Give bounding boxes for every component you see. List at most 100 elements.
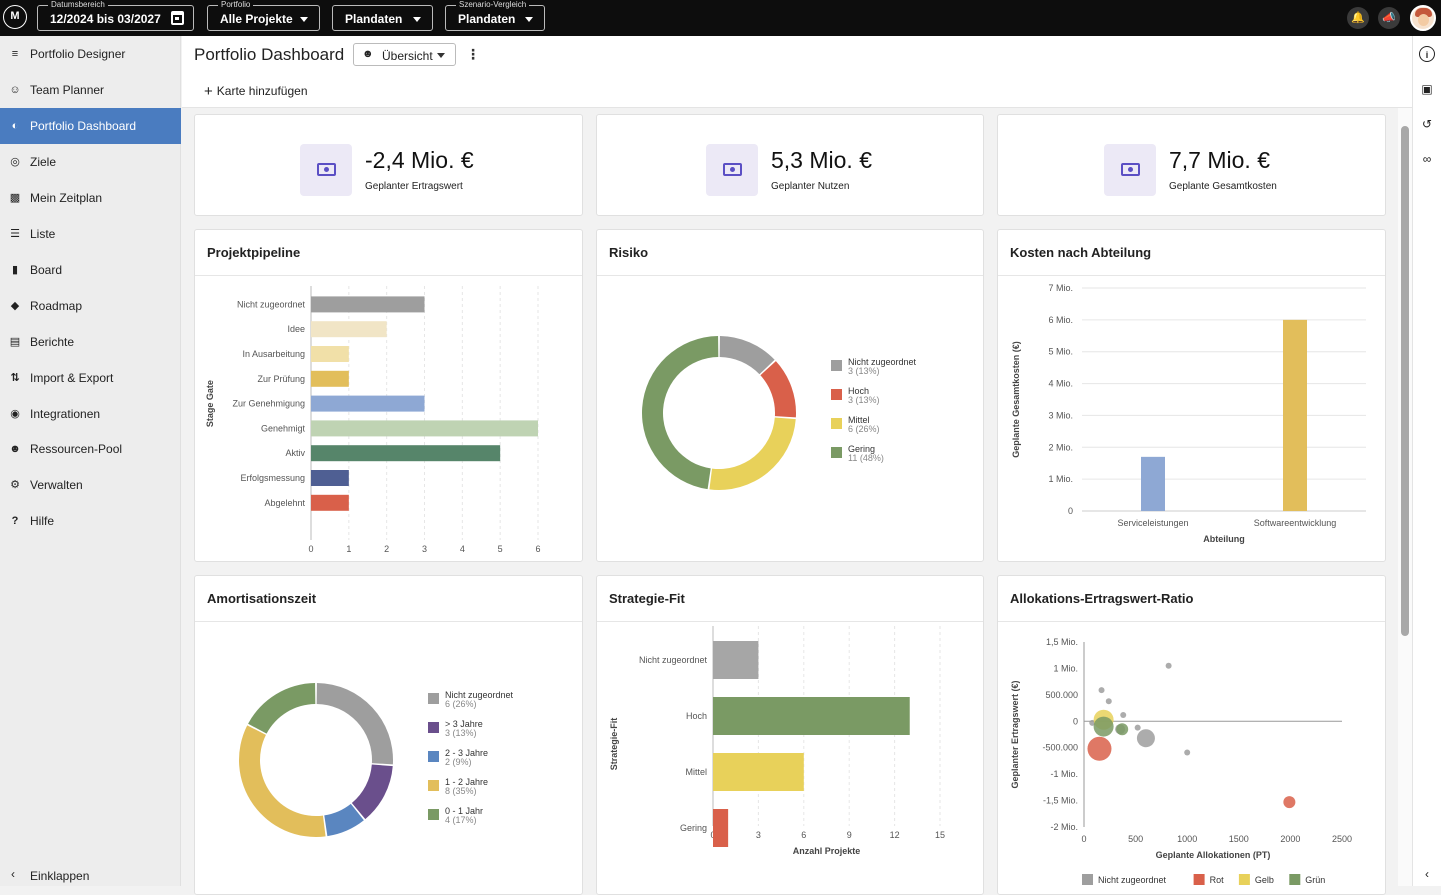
roadmap-icon: ◆: [10, 300, 20, 312]
y-tick-label: -1,5 Mio.: [1043, 796, 1078, 806]
bar: [311, 445, 501, 462]
legend-value: 3 (13%): [848, 395, 880, 405]
plan-selector[interactable]: Plandaten: [332, 5, 433, 31]
schedule-icon: ▩: [9, 192, 21, 204]
sidebar-item-team-planner[interactable]: ☺ Team Planner: [0, 72, 181, 108]
date-range-selector[interactable]: Datumsbereich 12/2024 bis 03/2027: [37, 0, 194, 31]
divider: [998, 621, 1385, 622]
money-icon: [706, 144, 758, 196]
sidebar-item-ressourcen-pool[interactable]: ☻ Ressourcen-Pool: [0, 431, 181, 467]
top-bar: M Datumsbereich 12/2024 bis 03/2027 Port…: [0, 0, 1441, 36]
legend-label: Grün: [1305, 875, 1325, 885]
comments-icon[interactable]: ▣: [1421, 82, 1433, 96]
sidebar-item-label: Ressourcen-Pool: [30, 442, 123, 456]
legend-value: 3 (13%): [445, 728, 477, 738]
bell-icon[interactable]: 🔔: [1347, 7, 1369, 29]
legend-swatch: [428, 722, 439, 733]
chart-card-payback: Amortisationszeit Nicht zugeordnet 6 (26%…: [194, 575, 583, 895]
x-axis-title: Geplante Allokationen (PT): [1156, 850, 1271, 860]
bill-shape: [1121, 163, 1140, 176]
legend-swatch: [428, 693, 439, 704]
sidebar-item-portfolio-dashboard[interactable]: ◐ Portfolio Dashboard: [0, 108, 181, 144]
sidebar-item-label: Hilfe: [30, 514, 55, 528]
link-icon[interactable]: ∞: [1422, 152, 1432, 166]
sidebar-item-label: Import & Export: [30, 371, 114, 385]
collapse-label: Einklappen: [30, 869, 90, 883]
scrollbar-thumb[interactable]: [1401, 126, 1409, 636]
sidebar-item-label: Verwalten: [30, 478, 83, 492]
people-icon: ☻: [9, 443, 21, 455]
sidebar-item-board[interactable]: ▮ Board: [0, 252, 181, 288]
x-tick-label: 1500: [1229, 834, 1249, 844]
view-selector[interactable]: ☻ Übersicht: [353, 43, 456, 66]
scatter-point: [1105, 698, 1112, 705]
scrollbar[interactable]: [1398, 108, 1412, 886]
pie-slice: [642, 336, 719, 490]
legend-label: 0 - 1 Jahr: [445, 806, 483, 816]
legend-value: 11 (48%): [848, 453, 884, 463]
sidebar-item-ziele[interactable]: ◎ Ziele: [0, 144, 181, 180]
sidebar-item-portfolio-designer[interactable]: ≡ Portfolio Designer: [0, 36, 181, 72]
pie-slice: [709, 417, 796, 490]
x-tick-label: 1000: [1177, 834, 1197, 844]
target-icon: ◎: [10, 156, 20, 168]
scatter-point: [1134, 724, 1141, 731]
y-axis-title: Strategie-Fit: [609, 718, 619, 771]
y-tick-label: Nicht zugeordnet: [237, 299, 306, 309]
date-range-value: 12/2024 bis 03/2027: [50, 12, 161, 26]
legend-value: 8 (35%): [445, 786, 477, 796]
sidebar-item-liste[interactable]: ☰ Liste: [0, 216, 181, 252]
avatar[interactable]: [1410, 5, 1436, 31]
y-tick-label: 0: [1073, 716, 1078, 726]
chevron-left-icon[interactable]: ‹: [1425, 867, 1429, 881]
collapse-sidebar-button[interactable]: ‹ Einklappen: [0, 862, 181, 886]
legend-label: Nicht zugeordnet: [848, 357, 917, 367]
x-tick-label: 9: [847, 830, 852, 840]
y-tick-label: Gering: [680, 823, 707, 833]
pie-slice: [316, 683, 393, 765]
sidebar-item-mein-zeitplan[interactable]: ▩ Mein Zeitplan: [0, 180, 181, 216]
pie-slice: [239, 725, 326, 837]
history-icon[interactable]: ↺: [1421, 117, 1433, 131]
bar: [311, 370, 349, 387]
sidebar-item-verwalten[interactable]: ⚙ Verwalten: [0, 467, 181, 503]
y-tick-label: 500.000: [1045, 690, 1078, 700]
kpi-label: Geplanter Ertragswert: [365, 181, 463, 192]
scatter-point: [1093, 716, 1114, 737]
sidebar-item-label: Integrationen: [30, 407, 101, 421]
sidebar: ≡ Portfolio Designer ☺ Team Planner ◐ Portf…: [0, 36, 181, 886]
app-logo[interactable]: M: [3, 5, 27, 29]
pie-slice: [760, 361, 796, 418]
help-icon: ?: [11, 515, 19, 527]
kpi-card-gesamtkosten[interactable]: 7,7 Mio. € Geplante Gesamtkosten: [997, 114, 1386, 216]
kpi-card-ertragswert[interactable]: -2,4 Mio. € Geplanter Ertragswert: [194, 114, 583, 216]
chevron-down-icon: [300, 17, 308, 22]
chevron-down-icon: [525, 17, 533, 22]
sidebar-item-hilfe[interactable]: ? Hilfe: [0, 503, 181, 539]
portfolio-selector[interactable]: Portfolio Alle Projekte: [207, 0, 320, 31]
list-icon: ☰: [10, 228, 20, 240]
more-options-icon[interactable]: ⋮: [466, 46, 480, 62]
sidebar-item-berichte[interactable]: ▤ Berichte: [0, 324, 181, 360]
legend-swatch: [428, 751, 439, 762]
legend-value: 6 (26%): [848, 424, 880, 434]
add-card-button[interactable]: + Karte hinzufügen: [204, 82, 308, 100]
bar: [311, 494, 349, 511]
kpi-card-nutzen[interactable]: 5,3 Mio. € Geplanter Nutzen: [596, 114, 984, 216]
y-tick-label: 2 Mio.: [1048, 442, 1073, 452]
info-icon[interactable]: i: [1419, 46, 1435, 62]
sidebar-item-label: Portfolio Dashboard: [30, 119, 137, 133]
chart-card-pipeline: Projektpipeline 0 1 2 3 4 5 6 Nicht zugeordnet I…: [194, 229, 583, 562]
designer-icon: ≡: [11, 48, 19, 60]
avatar-hair: [1415, 8, 1432, 17]
sidebar-item-integrationen[interactable]: ◉ Integrationen: [0, 396, 181, 432]
x-tick-label: Serviceleistungen: [1117, 518, 1188, 528]
kpi-value: 5,3 Mio. €: [771, 147, 872, 173]
sidebar-item-import-export[interactable]: ⇅ Import & Export: [0, 360, 181, 396]
legend-swatch: [1082, 874, 1093, 885]
x-tick-label: 0: [1081, 834, 1086, 844]
pie-slice: [351, 764, 393, 820]
sidebar-item-roadmap[interactable]: ◆ Roadmap: [0, 288, 181, 324]
megaphone-icon[interactable]: 📣: [1378, 7, 1400, 29]
scenario-selector[interactable]: Szenario-Vergleich Plandaten: [445, 0, 545, 31]
